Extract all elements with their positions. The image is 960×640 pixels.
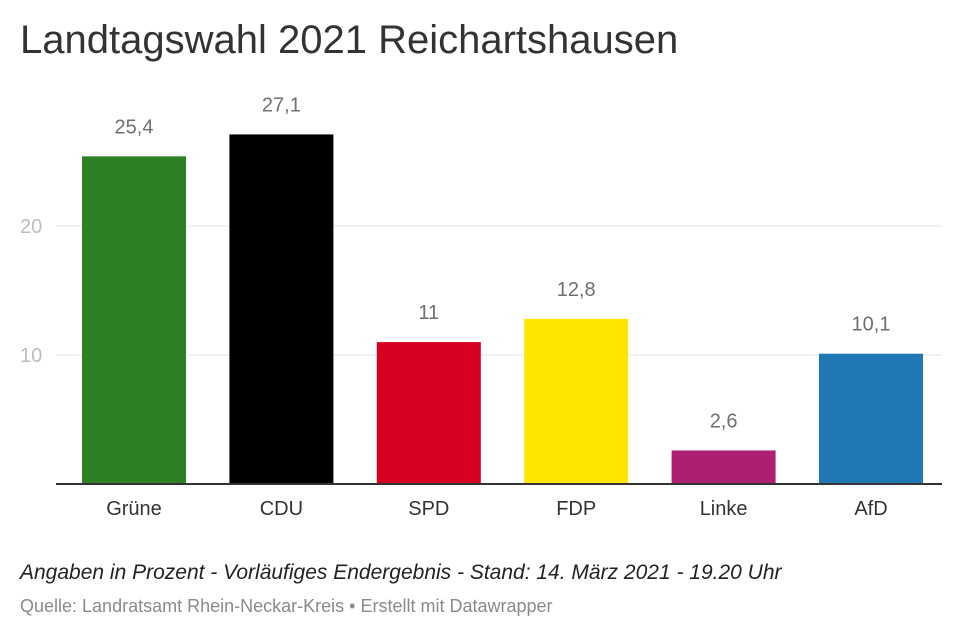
- gridlines: 10 20: [20, 216, 942, 367]
- value-label-fdp: 12,8: [557, 279, 596, 301]
- category-label-fdp: FDP: [556, 498, 596, 520]
- category-label-cdu: CDU: [260, 498, 303, 520]
- category-label-afd: AfD: [854, 498, 887, 520]
- bar-linke: [671, 450, 776, 484]
- value-label-cdu: 27,1: [262, 94, 301, 116]
- value-label-afd: 10,1: [852, 314, 891, 336]
- value-label-gr-ne: 25,4: [115, 116, 154, 138]
- category-label-spd: SPD: [408, 498, 449, 520]
- category-label-linke: Linke: [700, 498, 748, 520]
- y-tick-label: 20: [20, 216, 42, 238]
- bar-afd: [819, 353, 923, 484]
- labels: 25,4 Grüne 27,1 CDU 11 SPD 12,8 FDP 2,6 Linke 10,1…: [56, 94, 942, 520]
- bar-spd: [376, 342, 481, 484]
- category-label-gr-ne: Grüne: [106, 498, 162, 520]
- bar-chart: 10 20 25,4 Grüne 27,1 CDU 11 SPD 12,8 FDP 2,6 Link…: [20, 94, 942, 520]
- credit-text: Erstellt mit Datawrapper: [360, 596, 553, 616]
- chart-source: Quelle: Landratsamt Rhein-Neckar-Kreis • E…: [20, 596, 553, 617]
- value-label-spd: 11: [418, 302, 439, 324]
- y-tick-label: 10: [20, 345, 42, 367]
- chart-note: Angaben in Prozent - Vorläufiges Enderge…: [20, 561, 782, 584]
- chart-title: Landtagswahl 2021 Reichartshausen: [20, 18, 679, 62]
- source-text: Quelle: Landratsamt Rhein-Neckar-Kreis: [20, 596, 345, 616]
- value-label-linke: 2,6: [710, 410, 738, 432]
- bar-fdp: [524, 318, 629, 484]
- bar-cdu: [229, 134, 334, 484]
- source-separator: •: [349, 596, 356, 616]
- bars: [82, 134, 923, 484]
- bar-gr-ne: [82, 156, 186, 484]
